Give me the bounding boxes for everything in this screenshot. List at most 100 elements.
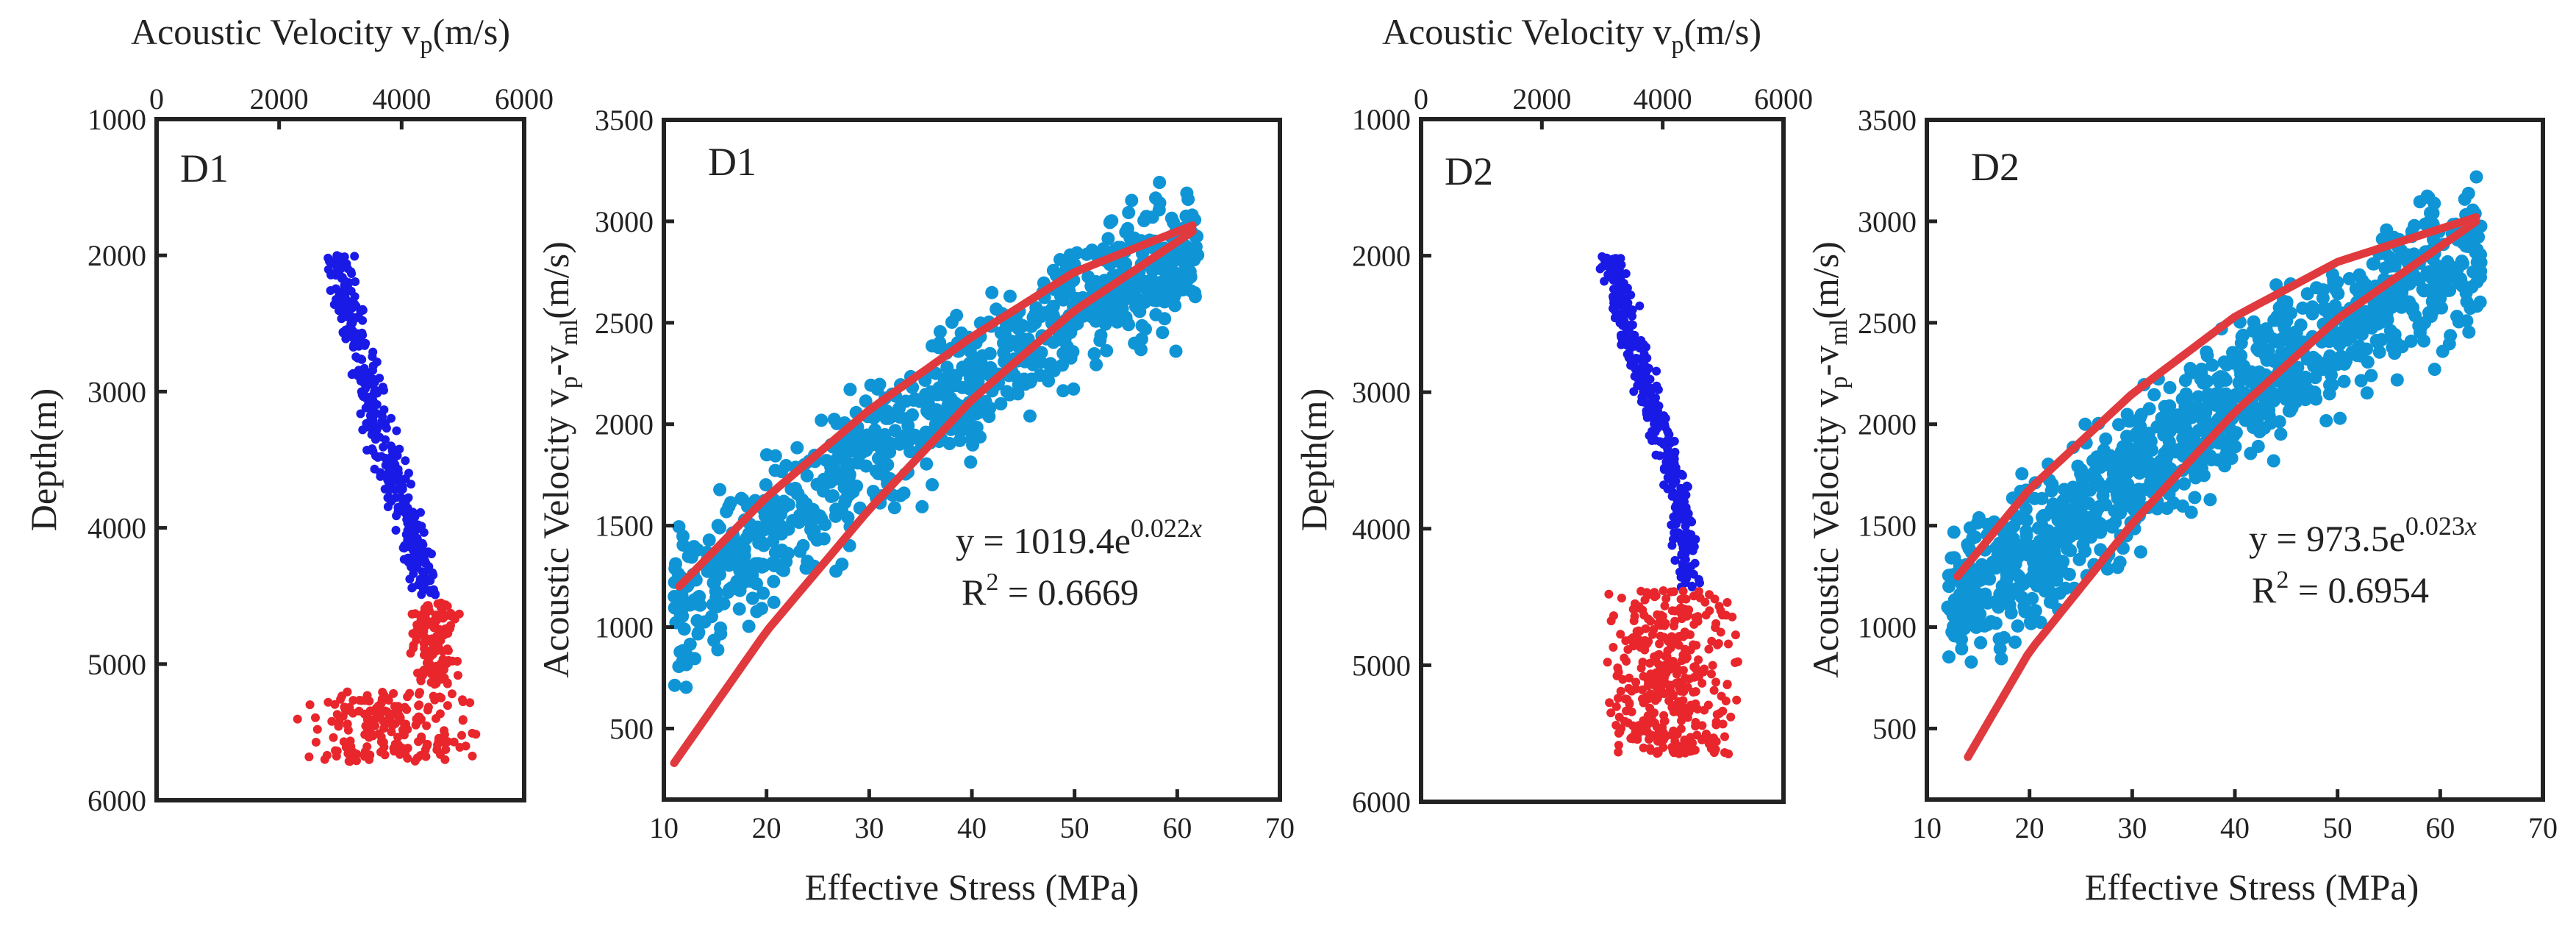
d1-points-point [1122,206,1136,219]
d2-deep-point [1617,594,1626,603]
d1-points-point [983,346,997,360]
d1-shallow-point [407,583,417,593]
d2-shallow-point [1670,436,1679,446]
d1-points-point [1103,291,1117,305]
d1-points-point [708,575,721,589]
d2-deep-point [1697,721,1707,730]
d1-upper-envelope [675,221,1197,591]
panel-d2-stress: 10 20 30 40 50 60 70 500 1000 1500 2000 2500 3000 35… [1805,104,2558,908]
d2-points-point [2274,427,2288,441]
d1-shallow-point [403,535,412,545]
y-tick-label: 1000 [1352,103,1411,136]
x-tick-label: 6000 [1754,82,1813,115]
d1-points-point [801,555,815,569]
d2-points-point [2154,418,2168,432]
d1-points-point [804,523,817,536]
y-tick-label: 3000 [1858,205,1917,238]
d1-shallow-point [388,464,398,474]
d2-deep-point [1701,611,1711,620]
d1-shallow-point [332,251,342,260]
d2-points-point [2470,255,2484,269]
d2-deep-point [1645,744,1655,753]
d2-points-point [2333,411,2347,425]
d1-points-point [824,460,838,474]
d2-points-point [2369,334,2383,347]
x-tick-label: 20 [2015,811,2044,844]
d2-points-point [2202,396,2216,410]
d2-deep-point [1627,707,1636,716]
d2-points-point [1998,530,2012,544]
d1-deep-point [410,756,420,766]
d2-deep-point [1654,678,1663,688]
d1-points-point [1184,284,1198,298]
d1-points-point [761,513,775,527]
d1-deep-point [457,730,466,740]
d2-points-point [2089,505,2103,519]
d1-shallow-point [333,260,343,269]
d2-deep-point [1722,598,1732,607]
d2-points-point [2058,581,2072,595]
d1-depth-frame [154,117,526,802]
d1-points-point [722,499,736,513]
d2-points-point [2460,295,2474,309]
panel-d2-depth: 0 2000 4000 6000 1000 2000 3000 4000 5000 6000 D… [1293,11,1813,819]
d1-deep-point [412,636,421,645]
d2-points-point [2329,282,2343,296]
d1-deep-point [378,688,387,697]
d2-deep-point [1707,669,1716,679]
y-tick-label: 2500 [1858,307,1917,340]
d2-points-point [2163,381,2177,394]
d1-deep-point [403,753,412,763]
d2-deep-point [1676,725,1686,733]
d2-depth-points [1595,252,1742,758]
d2-deep-point [1639,743,1648,752]
d2-deep-point [1683,713,1692,722]
x-tick-label: 20 [752,811,781,844]
d1-shallow-point [331,271,340,280]
d2-deep-point [1606,708,1616,718]
d1-deep-point [323,697,333,707]
d2-points-point [2066,521,2080,535]
d1-points-point [1119,292,1133,306]
d1-deep-point [436,674,446,684]
d2-points-point [2258,421,2272,435]
d2-points-point [2078,417,2092,431]
d1-deep-point [415,700,424,710]
x-tick-label: 30 [2117,811,2147,844]
d1-shallow-point [418,582,427,591]
d2-deep-point [1675,632,1684,641]
d2-points-point [2422,306,2436,320]
d2-deep-point [1711,744,1720,754]
d2-deep-point [1694,655,1703,664]
d1-points-point [870,435,884,449]
d2-points-point [2462,325,2476,339]
d2-deep-point [1644,614,1653,624]
d1-shallow-point [368,361,378,371]
d1-deep-point [425,653,434,662]
d1-points-point [1128,299,1142,313]
d2-deep-point [1613,663,1622,672]
d2-points-point [2270,353,2284,367]
d2-points-point [1942,569,1956,583]
d2-deep-point [1724,639,1733,649]
d2-points-point [2427,363,2441,377]
d2-points-point [2460,314,2474,328]
d2-deep-point [1642,722,1651,732]
d2-points-point [2267,313,2281,327]
d2-points-point [2172,420,2186,434]
d1-deep-point [458,716,468,725]
d1-shallow-point [408,526,418,535]
x-tick-label: 40 [957,811,987,844]
panel-d1-depth: 0 2000 4000 6000 1000 2000 3000 4000 5000 6000 D… [23,11,554,817]
d1-deep-point [384,716,394,725]
x-tick-label: 0 [149,82,164,115]
d2-stress-x-title: Effective Stress (MPa) [2085,866,2419,908]
d2-points-point [2355,274,2369,288]
d1-points-point [1090,357,1103,371]
d2-points-point [2306,350,2320,364]
d1-deep-point [443,628,452,638]
d1-shallow-point [383,502,393,511]
y-tick-label: 6000 [1352,786,1411,819]
d1-deep-point [438,613,448,623]
